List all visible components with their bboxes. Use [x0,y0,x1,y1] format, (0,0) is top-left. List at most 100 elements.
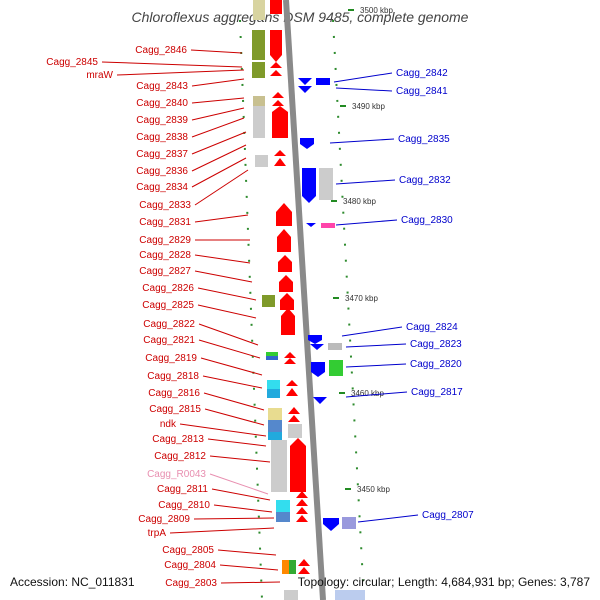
gene-label-right[interactable]: Cagg_2830 [401,215,453,226]
leader-line [198,339,261,359]
gene-label-left[interactable]: Cagg_2811 [157,484,208,495]
gene-label-left[interactable]: Cagg_2818 [147,371,199,382]
gene-label-left[interactable]: Cagg_2816 [148,388,200,399]
feature-block [271,440,287,492]
gene-label-left[interactable]: Cagg_2837 [136,149,188,160]
scale-tick-label: 3470 kbp [345,294,378,303]
gene-label-left[interactable]: Cagg_2821 [143,335,195,346]
feature-block [328,343,342,350]
leader-line [191,78,245,87]
gene-label-left[interactable]: Cagg_2834 [136,182,188,193]
leader-line [335,87,393,92]
scale-tick-label: 3460 kbp [351,389,384,398]
gene-label-left[interactable]: mraW [86,70,113,81]
leader-line [190,49,243,54]
gene-label-left[interactable]: ndk [160,419,177,430]
gene-label-left[interactable]: Cagg_2819 [145,353,197,364]
feature-block [329,360,343,376]
forward-gene-arrow [274,158,286,166]
gene-label-right[interactable]: Cagg_2841 [396,86,448,97]
scale-tick-label: 3500 kbp [360,6,393,15]
leader-line [202,375,263,389]
gene-label-left[interactable]: Cagg_2833 [139,200,191,211]
leader-line [191,107,245,121]
leader-line [209,455,271,463]
gene-label-right[interactable]: Cagg_2807 [422,510,474,521]
gene-label-left[interactable]: Cagg_2843 [136,81,188,92]
gene-label-right[interactable]: Cagg_2823 [410,339,462,350]
reverse-strand-features [298,78,365,600]
feature-block [268,432,282,440]
gene-label-left[interactable]: trpA [148,528,167,539]
track-right-outer [332,19,365,600]
leader-line [357,514,419,523]
leader-line [204,408,265,426]
feature-block [268,408,282,420]
gene-label-right[interactable]: Cagg_2835 [398,134,450,145]
leader-line [207,438,267,447]
leader-line [179,423,267,437]
forward-gene-arrow [270,62,282,68]
forward-gene-arrow [298,559,310,566]
forward-gene-arrow [296,499,308,506]
gene-label-left[interactable]: Cagg_2831 [139,217,191,228]
feature-block [342,517,356,529]
feature-block [253,106,265,138]
forward-gene-arrow [296,507,308,514]
gene-label-right[interactable]: Cagg_2820 [410,359,462,370]
scale-ticks: 3500 kbp 3490 kbp 3480 kbp 3470 kbp 3460 kbp… [331,6,393,494]
forward-gene-arrow [279,275,293,292]
gene-label-left[interactable]: Cagg_2827 [139,266,191,277]
forward-gene-arrow [288,415,300,422]
feature-block [262,295,275,307]
gene-label-left[interactable]: Cagg_2836 [136,166,188,177]
gene-label-left[interactable]: Cagg_2838 [136,132,188,143]
reverse-gene-arrow [323,518,339,531]
leader-line [219,564,279,571]
gene-label-left[interactable]: Cagg_R0043 [147,469,206,480]
gene-label-left[interactable]: Cagg_2839 [136,115,188,126]
feature-block [316,78,330,85]
leader-line [217,549,277,556]
gene-label-left[interactable]: Cagg_2840 [136,98,188,109]
gene-label-right[interactable]: Cagg_2842 [396,68,448,79]
gene-label-left[interactable]: Cagg_2826 [142,283,194,294]
forward-gene-arrow [290,438,306,492]
accession-text: Accession: NC_011831 [10,575,135,589]
forward-gene-arrow [272,106,288,138]
gene-label-left[interactable]: Cagg_2812 [154,451,206,462]
gene-label-left[interactable]: Cagg_2809 [138,514,190,525]
feature-block [253,0,265,20]
gene-label-left[interactable]: Cagg_2810 [158,500,210,511]
genome-axis [283,0,326,600]
gene-label-left[interactable]: Cagg_2822 [143,319,195,330]
leader-line [101,61,243,68]
feature-block [276,500,290,512]
feature-block [289,560,296,574]
leader-line [335,179,396,185]
forward-gene-arrow [288,407,300,414]
forward-gene-arrow [280,293,294,310]
gene-label-left[interactable]: Cagg_2825 [142,300,194,311]
leader-line [169,527,275,534]
gene-label-left[interactable]: Cagg_2803 [165,578,217,589]
gene-label-left[interactable]: Cagg_2828 [139,250,191,261]
gene-label-right[interactable]: Cagg_2824 [406,322,458,333]
feature-block [252,30,265,60]
gene-label-left[interactable]: Cagg_2804 [164,560,216,571]
gene-label-right[interactable]: Cagg_2832 [399,175,451,186]
gene-label-left[interactable]: Cagg_2846 [135,45,187,56]
forward-gene-arrow [298,567,310,574]
track-left-outer [239,19,263,600]
leader-line [200,357,263,376]
leader-line [213,504,273,513]
gene-label-left[interactable]: Cagg_2805 [162,545,214,556]
gene-label-left[interactable]: Cagg_2829 [139,235,191,246]
gene-label-left[interactable]: Cagg_2815 [149,404,201,415]
gene-label-left[interactable]: Cagg_2845 [46,57,98,68]
gene-label-right[interactable]: Cagg_2817 [411,387,463,398]
leader-line [329,138,395,144]
feature-block [266,352,278,356]
gene-label-left[interactable]: Cagg_2813 [152,434,204,445]
